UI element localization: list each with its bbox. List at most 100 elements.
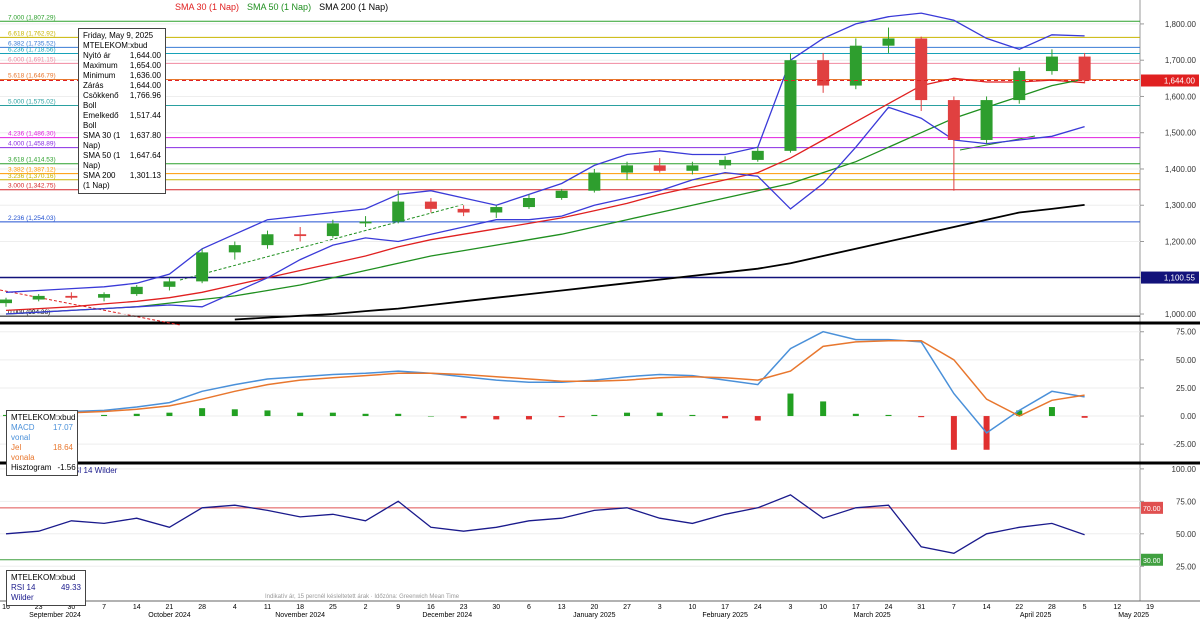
x-tick-label: 21	[166, 604, 174, 611]
candle-body	[392, 201, 405, 222]
y-tick-label: 25.00	[1176, 384, 1197, 393]
candle-body	[980, 100, 993, 140]
info-value: 1,517.44	[129, 111, 161, 120]
series-line	[5, 494, 1085, 554]
candle-body	[196, 252, 209, 282]
candle-body	[65, 295, 78, 298]
histogram-bar	[166, 412, 173, 417]
level-label: 3.382 (1,387.12)	[8, 167, 56, 174]
histogram-bar	[362, 413, 369, 417]
info-row: Maximum 1,654.00	[83, 61, 161, 71]
candle-body	[130, 286, 143, 295]
x-tick-label: 24	[885, 604, 893, 611]
histogram-bar	[591, 414, 598, 417]
level-tag	[1141, 553, 1163, 566]
info-value: 1,766.96	[129, 91, 161, 100]
level-label: 5.618 (1,646.79)	[8, 72, 56, 79]
y-tick-label: 75.00	[1176, 328, 1197, 337]
histogram-bar	[656, 412, 663, 417]
candle-body	[849, 45, 862, 86]
candle-body	[228, 245, 241, 253]
x-tick-label: 23	[460, 604, 468, 611]
x-tick-label: 3	[789, 604, 793, 611]
histogram-bar	[427, 416, 434, 417]
histogram-bar	[1048, 407, 1055, 417]
candle-body	[1045, 56, 1058, 72]
x-tick-label: 14	[983, 604, 991, 611]
info-box: MTELEKOM:xbud RSI 14 Wilder 49.33	[6, 570, 86, 606]
x-tick-label: 30	[492, 604, 500, 611]
y-tick-label: 1,000.00	[1165, 310, 1197, 319]
legend-entry: SMA 30 (1 Nap)	[175, 2, 239, 12]
y-tick-label: 1,400.00	[1165, 165, 1197, 174]
x-tick-label: 2	[364, 604, 368, 611]
info-row: SMA 200 (1 Nap) 1,301.13	[83, 171, 161, 191]
level-label: 4.000 (1,458.89)	[8, 141, 56, 148]
x-tick-label: 7	[952, 604, 956, 611]
histogram-bar	[1016, 410, 1023, 417]
series-line	[5, 12, 1085, 293]
candle-body	[0, 299, 12, 304]
hline-label: 1,100.55	[1164, 274, 1196, 283]
histogram-bar	[918, 416, 925, 418]
info-box: Friday, May 9, 2025 MTELEKOM:xbud Nyitó ár…	[78, 28, 166, 194]
info-row: Nyitó ár 1,644.00	[83, 51, 161, 61]
candle-body	[621, 165, 634, 173]
histogram-bar	[133, 413, 140, 417]
candle-body	[719, 159, 732, 166]
level-label: 5.000 (1,575.02)	[8, 99, 56, 106]
candle-body	[522, 197, 535, 208]
x-tick-label: 4	[233, 604, 237, 611]
histogram-bar	[820, 401, 827, 417]
level-label: 6.000 (1,691.15)	[8, 56, 56, 63]
info-symbol: MTELEKOM:xbud	[11, 573, 76, 582]
x-tick-label: 20	[590, 604, 598, 611]
info-label: Zárás	[83, 81, 104, 90]
level-tag	[1141, 501, 1163, 514]
level-label: 3.618 (1,414.53)	[8, 157, 56, 164]
x-tick-label: 14	[133, 604, 141, 611]
y-tick-label: 1,600.00	[1165, 92, 1197, 101]
histogram-bar	[199, 408, 206, 417]
candle-body	[784, 60, 797, 151]
histogram-bar	[852, 413, 859, 417]
series-line	[5, 106, 1085, 315]
x-tick-label: 9	[396, 604, 400, 611]
info-row: SMA 30 (1 Nap) 1,637.80	[83, 131, 161, 151]
x-tick-label: 22	[1015, 604, 1023, 611]
info-value: 1,644.00	[129, 81, 161, 90]
y-tick-label: -25.00	[1173, 440, 1196, 449]
histogram-bar	[329, 412, 336, 417]
info-value: 18.64	[52, 443, 73, 452]
level-label: 4.236 (1,486.30)	[8, 131, 56, 138]
x-tick-label: 23	[35, 604, 43, 611]
info-box: MTELEKOM:xbud MACD vonal 17.07 Jel vonala 18…	[6, 410, 78, 476]
histogram-bar	[689, 414, 696, 417]
level-label: 3.000 (1,342.75)	[8, 183, 56, 190]
candle-body	[261, 234, 274, 246]
x-tick-label: 17	[721, 604, 729, 611]
info-label: SMA 50 (1 Nap)	[83, 151, 121, 170]
level-label: 6.236 (1,718.56)	[8, 46, 56, 53]
x-tick-label: 28	[1048, 604, 1056, 611]
histogram-bar	[297, 412, 304, 417]
histogram-bar	[624, 412, 631, 417]
candle-body	[817, 60, 830, 86]
histogram-bar	[754, 416, 761, 421]
x-tick-label: 6	[527, 604, 531, 611]
histogram-bar	[493, 416, 500, 420]
info-row: RSI 14 Wilder 49.33	[11, 583, 81, 603]
last-price-tag	[1141, 74, 1199, 87]
level-label: 3.236 (1,370.16)	[8, 173, 56, 180]
info-label: SMA 200 (1 Nap)	[83, 171, 116, 190]
level-label: 6.618 (1,762.92)	[8, 30, 56, 37]
y-tick-label: 50.00	[1176, 356, 1197, 365]
y-tick-label: 1,700.00	[1165, 56, 1197, 65]
info-row: Zárás 1,644.00	[83, 81, 161, 91]
candle-body	[915, 38, 928, 101]
candle-body	[947, 100, 960, 140]
candle-body	[294, 234, 307, 237]
info-label: SMA 30 (1 Nap)	[83, 131, 121, 150]
